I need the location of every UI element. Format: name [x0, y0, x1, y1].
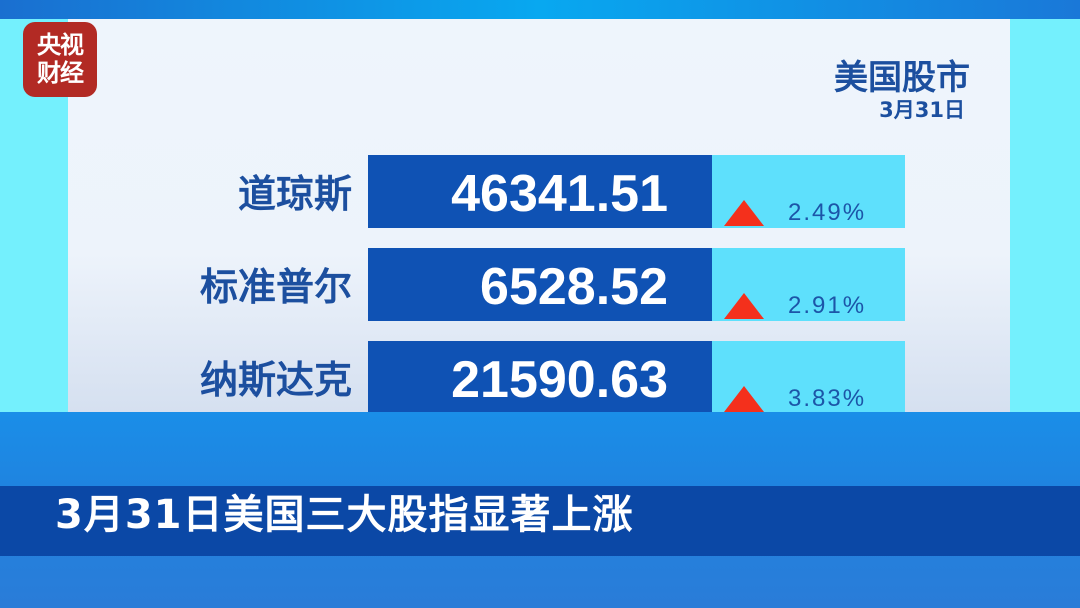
index-name: 标准普尔 — [199, 265, 352, 309]
index-row-dow: 道琼斯 46341.51 2.49% — [0, 155, 1080, 228]
right-strip — [1010, 19, 1080, 412]
subtitle-band — [0, 486, 1080, 556]
index-name: 道琼斯 — [237, 172, 352, 216]
index-value: 46341.51 — [368, 155, 712, 228]
index-value: 21590.63 — [368, 341, 712, 414]
change-percent: 3.83% — [788, 385, 867, 412]
index-change: 2.91% — [712, 248, 905, 321]
channel-logo: 央视 财经 — [23, 22, 97, 97]
top-banner — [0, 0, 1080, 19]
up-arrow-icon — [724, 200, 764, 226]
logo-line-2: 财经 — [37, 59, 84, 87]
up-arrow-icon — [724, 386, 764, 412]
subtitle-caption: 3月31日美国三大股指显著上涨 — [55, 492, 634, 538]
logo-line-1: 央视 — [37, 31, 84, 59]
up-arrow-icon — [724, 293, 764, 319]
index-change: 3.83% — [712, 341, 905, 414]
change-percent: 2.91% — [788, 292, 867, 319]
change-percent: 2.49% — [788, 199, 867, 226]
index-change: 2.49% — [712, 155, 905, 228]
panel-title: 美国股市 — [834, 58, 970, 98]
panel-date: 3月31日 — [879, 98, 965, 122]
index-row-nasdaq: 纳斯达克 21590.63 3.83% — [0, 341, 1080, 414]
index-row-sp500: 标准普尔 6528.52 2.91% — [0, 248, 1080, 321]
index-value: 6528.52 — [368, 248, 712, 321]
index-name: 纳斯达克 — [199, 358, 352, 402]
